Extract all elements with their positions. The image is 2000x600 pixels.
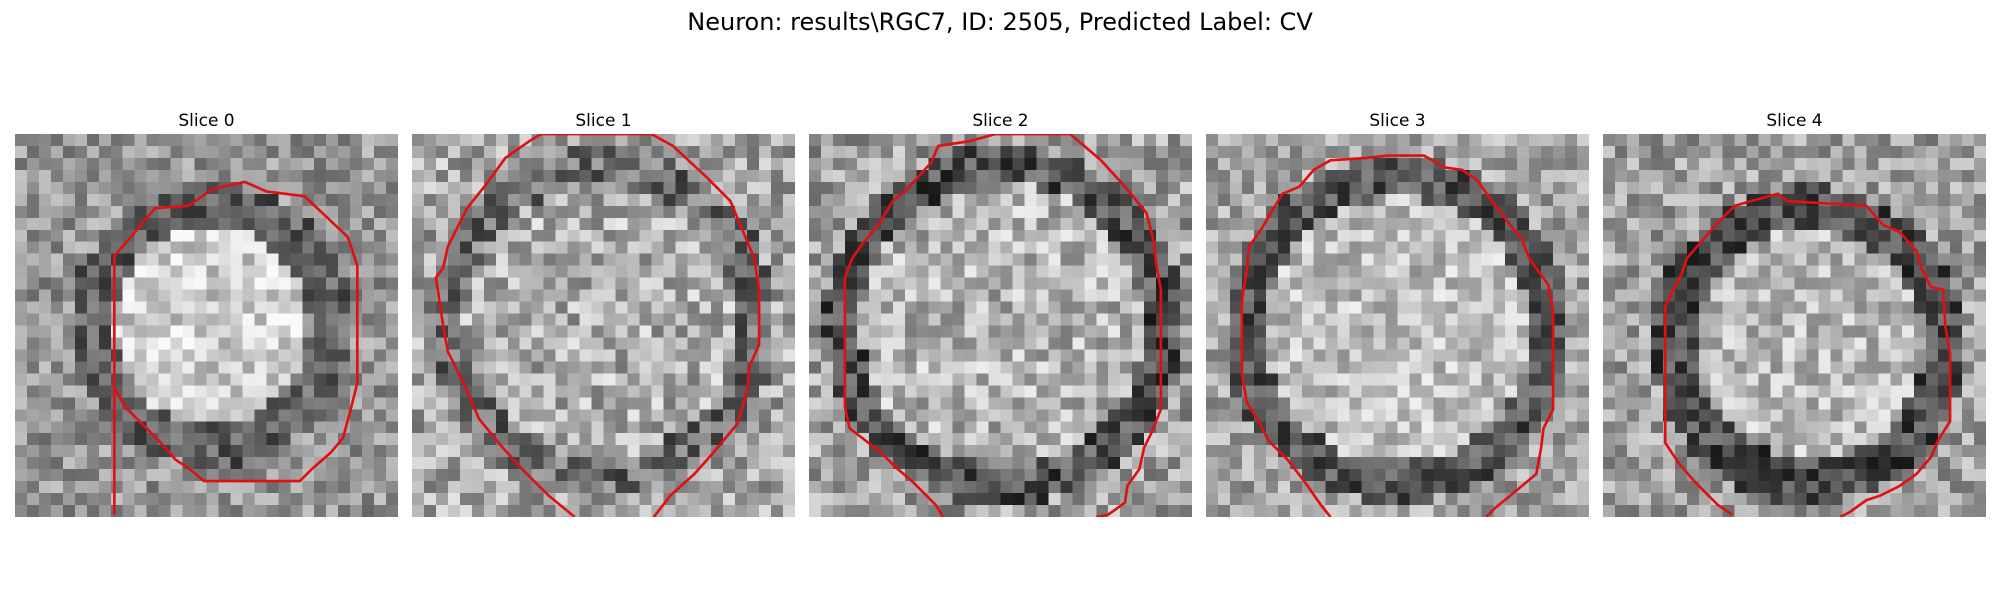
slice-title: Slice 0 (178, 111, 235, 131)
cell-contour (1663, 192, 1952, 517)
slice-svg-3 (1206, 134, 1589, 517)
slice-panel-0: Slice 0 (15, 108, 398, 517)
pixel-grid (412, 134, 795, 517)
pixel-grid (809, 134, 1192, 517)
pixel-grid (1206, 134, 1589, 517)
figure-title: Neuron: results\RGC7, ID: 2505, Predicte… (687, 8, 1313, 36)
slice-image-3 (1206, 134, 1589, 517)
slice-svg-4 (1603, 134, 1986, 517)
slice-image-0 (15, 134, 398, 517)
slice-title: Slice 4 (1766, 111, 1823, 131)
slice-panel-4: Slice 4 (1603, 108, 1986, 517)
cell-contour (113, 180, 359, 515)
cell-contour (434, 134, 761, 517)
pixel-grid (15, 134, 398, 517)
slice-svg-2 (809, 134, 1192, 517)
slice-panel-2: Slice 2 (809, 108, 1192, 517)
cell-contour (1240, 154, 1555, 517)
slice-title: Slice 2 (972, 111, 1029, 131)
pixel-grid (1603, 134, 1986, 517)
slice-image-2 (809, 134, 1192, 517)
slice-image-4 (1603, 134, 1986, 517)
slice-image-1 (412, 134, 795, 517)
cell-contour (843, 134, 1163, 517)
slice-svg-0 (15, 134, 398, 517)
slice-title: Slice 1 (575, 111, 632, 131)
slice-panel-1: Slice 1 (412, 108, 795, 517)
slice-panel-3: Slice 3 (1206, 108, 1589, 517)
slice-title: Slice 3 (1369, 111, 1426, 131)
slice-svg-1 (412, 134, 795, 517)
